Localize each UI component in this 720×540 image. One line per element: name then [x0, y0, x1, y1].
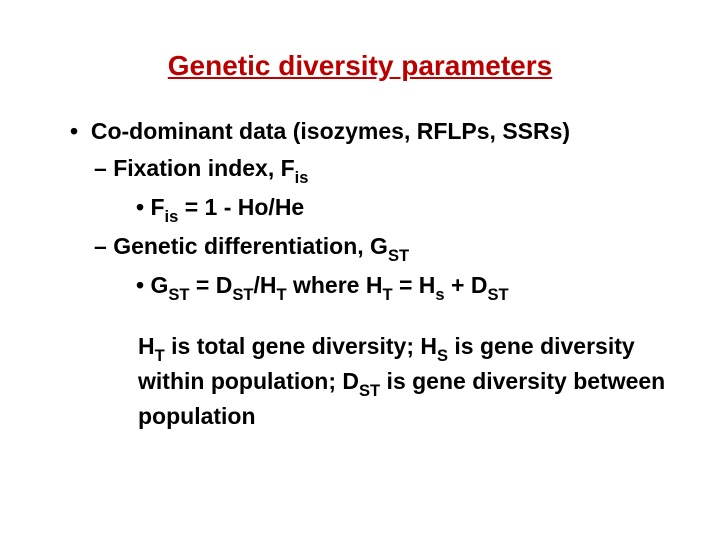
- gst-eq: = D: [190, 272, 233, 298]
- exp-ST: ST: [359, 381, 380, 400]
- gst-ST3: ST: [487, 285, 508, 304]
- bullet-gst-formula: • GST = DST/HT where HT = Hs + DST: [70, 270, 690, 305]
- gst-ST: ST: [168, 285, 189, 304]
- gst-T2: T: [382, 285, 392, 304]
- gst-eqH: = H: [393, 272, 436, 298]
- gendiff-sub: ST: [388, 246, 409, 265]
- gst-Tsub: T: [276, 285, 286, 304]
- exp-s1: is total gene diversity; H: [165, 333, 437, 359]
- gst-plusD: + D: [445, 272, 488, 298]
- exp-T: T: [155, 346, 165, 365]
- exp-H: H: [138, 333, 155, 359]
- text-fixation-sub: is: [295, 168, 309, 187]
- bullet-codominant: • Co-dominant data (isozymes, RFLPs, SSR…: [70, 116, 690, 147]
- bullet-marker-l2b: –: [94, 233, 107, 259]
- bullet-marker-l3: •: [136, 194, 144, 220]
- fis-is: is: [165, 207, 179, 226]
- gst-G: G: [150, 272, 168, 298]
- slide-title: Genetic diversity parameters: [30, 50, 690, 82]
- gendiff-pre: Genetic differentiation, G: [113, 233, 388, 259]
- fis-F: F: [150, 194, 164, 220]
- fis-rest: = 1 - Ho/He: [178, 194, 304, 220]
- gst-slashH: /H: [253, 272, 276, 298]
- slide-content: • Co-dominant data (isozymes, RFLPs, SSR…: [30, 116, 690, 432]
- explanation-block: HT is total gene diversity; HS is gene d…: [70, 331, 690, 432]
- bullet-fis-formula: • Fis = 1 - Ho/He: [70, 192, 690, 227]
- gst-ST2: ST: [232, 285, 253, 304]
- bullet-marker-l1: •: [70, 118, 78, 144]
- bullet-fixation: – Fixation index, Fis: [70, 153, 690, 188]
- bullet-gendiff: – Genetic differentiation, GST: [70, 231, 690, 266]
- bullet-marker-l3b: •: [136, 272, 144, 298]
- gst-where: where H: [287, 272, 383, 298]
- text-codominant: Co-dominant data (isozymes, RFLPs, SSRs): [91, 118, 570, 144]
- bullet-marker-l2: –: [94, 155, 107, 181]
- gst-s: s: [435, 285, 444, 304]
- text-fixation-pre: Fixation index, F: [113, 155, 294, 181]
- slide: Genetic diversity parameters • Co-domina…: [0, 0, 720, 540]
- exp-S: S: [437, 346, 448, 365]
